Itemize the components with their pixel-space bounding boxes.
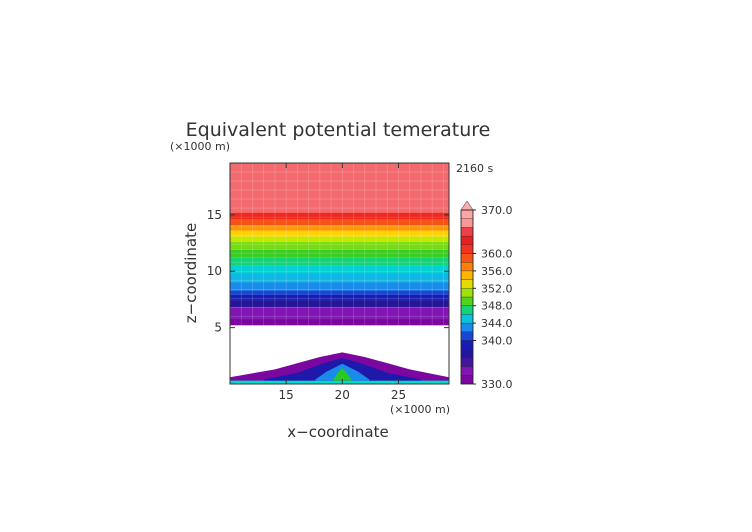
colorbar-segment <box>460 253 474 263</box>
contour-band-4 <box>230 294 449 301</box>
colorbar-segment <box>460 227 474 237</box>
y-tick-label: 15 <box>207 208 222 222</box>
chart-title: Equivalent potential temerature <box>186 119 491 141</box>
colorbar-segment <box>460 270 474 280</box>
mound-plume <box>333 368 352 381</box>
colorbar-segment <box>460 262 474 272</box>
contour-band-2 <box>230 307 449 319</box>
contour-band-17 <box>230 163 449 213</box>
colorbar-segment <box>460 357 474 367</box>
colorbar: 370.0 360.0 356.0 352.0 348.0 344.0 340.0 330.0 <box>460 200 513 391</box>
x-unit-label: (×1000 m) <box>390 403 450 416</box>
x-tick-label: 25 <box>391 388 406 402</box>
contour-band-10 <box>230 249 449 258</box>
plot-frame <box>229 162 450 385</box>
contour-band-14 <box>230 225 449 231</box>
colorbar-tick-label: 370.0 <box>481 204 513 217</box>
time-label: 2160 s <box>456 162 493 175</box>
x-axis: 15 20 25 <box>279 163 406 402</box>
contour-band-5 <box>230 290 449 295</box>
contour-band-11 <box>230 241 449 250</box>
contour-band-0 <box>230 379 449 384</box>
contour-band-16 <box>230 212 449 220</box>
colorbar-segment <box>460 296 474 306</box>
y-axis: 5 10 15 <box>207 208 449 335</box>
colorbar-tick-label: 344.0 <box>481 317 513 330</box>
colorbar-frame <box>460 209 474 385</box>
colorbar-segment <box>460 235 474 245</box>
y-tick-label: 10 <box>207 264 222 278</box>
contour-band-12 <box>230 236 449 242</box>
colorbar-segment <box>460 244 474 254</box>
colorbar-tick-label: 356.0 <box>481 265 513 278</box>
y-unit-label: (×1000 m) <box>170 140 230 153</box>
plot-area <box>229 163 449 384</box>
colorbar-segment <box>460 366 474 376</box>
y-tick-label: 5 <box>214 321 222 335</box>
colorbar-segment <box>460 349 474 359</box>
x-axis-title: x−coordinate <box>287 423 388 441</box>
contour-band-6 <box>230 282 449 291</box>
colorbar-segment <box>460 331 474 341</box>
colorbar-tick-label: 352.0 <box>481 282 513 295</box>
colorbar-tick-label: 330.0 <box>481 378 513 391</box>
colorbar-segment <box>460 209 474 219</box>
colorbar-segment <box>460 218 474 228</box>
x-tick-label: 20 <box>335 388 350 402</box>
colorbar-tick-label: 340.0 <box>481 335 513 348</box>
y-axis-title: z−coordinate <box>182 223 200 323</box>
contour-band-9 <box>230 257 449 266</box>
colorbar-segment <box>460 305 474 315</box>
colorbar-tick-label: 348.0 <box>481 300 513 313</box>
colorbar-segment <box>460 288 474 298</box>
colorbar-segment <box>460 340 474 350</box>
contour-band-7 <box>230 273 449 283</box>
contour-band-1 <box>230 318 449 326</box>
colorbar-segment <box>460 279 474 289</box>
colorbar-segment <box>460 375 474 385</box>
contour-band-3 <box>230 300 449 308</box>
colorbar-segment <box>460 322 474 332</box>
contour-band-8 <box>230 265 449 274</box>
contour-band-15 <box>230 219 449 226</box>
x-tick-label: 15 <box>279 388 294 402</box>
colorbar-segment <box>460 314 474 324</box>
colorbar-extend-arrow <box>460 200 474 211</box>
contour-band-13 <box>230 230 449 237</box>
colorbar-tick-label: 360.0 <box>481 248 513 261</box>
